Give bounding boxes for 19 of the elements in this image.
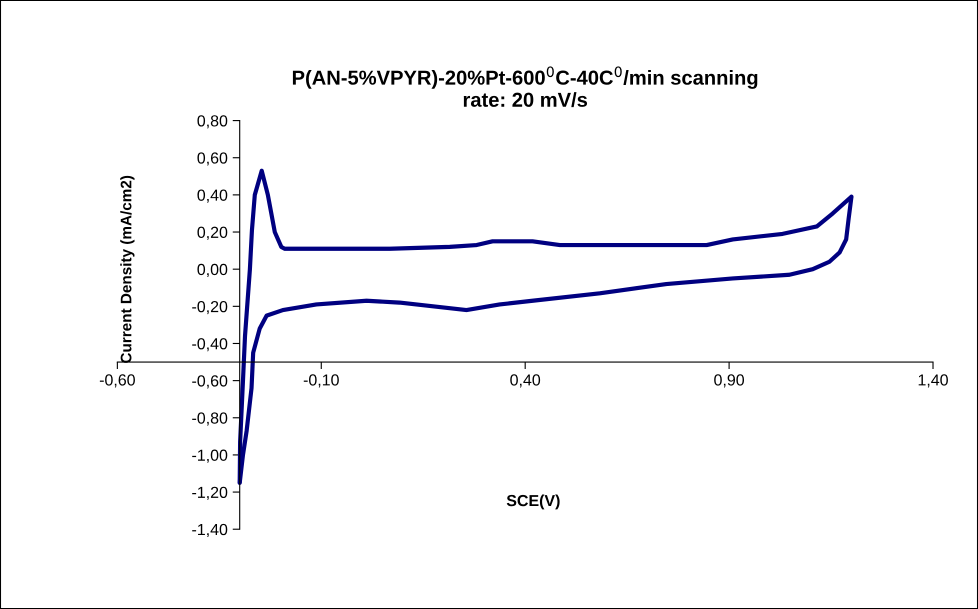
- y-tick-label: -1,40: [192, 524, 228, 538]
- y-tick-label: -0,40: [192, 338, 228, 352]
- y-tick-label: -0,20: [192, 300, 228, 314]
- y-tick-label: -0,80: [192, 412, 228, 426]
- y-tick-label: 0,80: [197, 115, 228, 128]
- x-tick-label: 1,40: [918, 374, 948, 388]
- chart-title: P(AN-5%VPYR)-20%Pt-600$^{0}$C-40C$^{0}$/min scanning rate: 20 mV/s: [292, 66, 758, 108]
- y-tick-label: 0,40: [197, 190, 228, 203]
- x-tick-label: 0,40: [510, 374, 540, 388]
- y-tick-label: 0,00: [197, 264, 228, 278]
- y-axis-title: Current Density (mA/cm2): [120, 176, 134, 363]
- y-tick-label: 0,60: [197, 152, 228, 166]
- y-tick-label: -1,20: [192, 486, 228, 500]
- y-tick-label: 0,20: [197, 226, 228, 240]
- x-axis-title: SCE(V): [506, 494, 560, 510]
- x-tick-label: -0,10: [304, 374, 339, 388]
- x-tick-label: -0,60: [100, 374, 135, 388]
- y-tick-label: -1,00: [192, 450, 228, 463]
- x-tick-label: 0,90: [714, 374, 744, 388]
